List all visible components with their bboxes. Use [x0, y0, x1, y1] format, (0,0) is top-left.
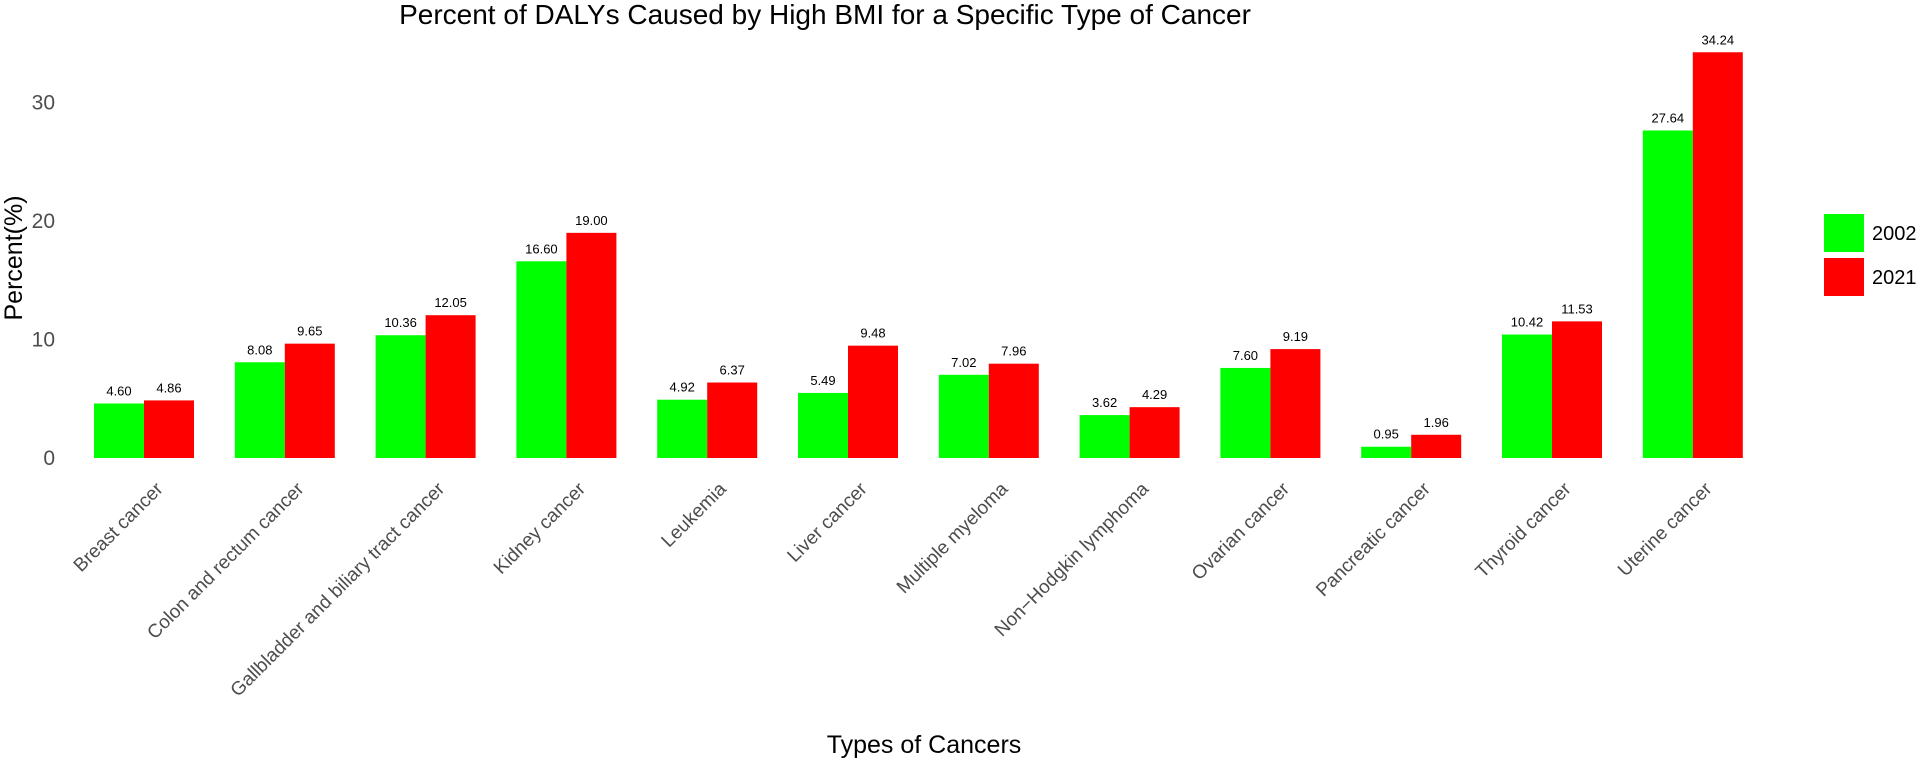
data-label-2002-3: 16.60	[525, 241, 558, 256]
x-tick-label-5: Liver cancer	[784, 478, 873, 567]
chart-title: Percent of DALYs Caused by High BMI for …	[399, 0, 1251, 30]
data-label-2021-0: 4.86	[156, 380, 181, 395]
data-label-2021-3: 19.00	[575, 213, 608, 228]
data-label-2002-2: 10.36	[384, 315, 417, 330]
x-tick-label-1: Colon and rectum cancer	[143, 478, 308, 643]
bar-2021-1	[284, 343, 335, 458]
bar-2002-9	[1361, 446, 1412, 458]
bar-2002-6	[938, 374, 989, 458]
y-tick-label-0: 0	[43, 447, 55, 470]
data-label-2021-6: 7.96	[1001, 344, 1026, 359]
data-label-2021-7: 4.29	[1142, 387, 1167, 402]
x-tick-label-7: Non−Hodgkin lymphoma	[991, 478, 1154, 641]
bar-2002-3	[516, 261, 567, 458]
data-label-2021-2: 12.05	[434, 295, 467, 310]
bar-2021-10	[1552, 321, 1602, 458]
bar-2021-0	[144, 400, 194, 458]
data-label-2021-11: 34.24	[1702, 32, 1735, 47]
bar-2021-6	[988, 363, 1039, 458]
data-label-2002-9: 0.95	[1374, 427, 1399, 442]
x-axis-title: Types of Cancers	[827, 731, 1022, 759]
bar-2002-7	[1079, 415, 1130, 458]
data-label-2002-5: 5.49	[810, 373, 835, 388]
bar-2002-2	[375, 335, 426, 458]
bar-2002-8	[1220, 367, 1271, 458]
data-label-2002-10: 10.42	[1511, 315, 1544, 330]
bar-2021-11	[1692, 52, 1743, 458]
y-axis-title: Percent(%)	[0, 195, 28, 320]
bar-2021-3	[566, 232, 617, 458]
data-label-2002-4: 4.92	[670, 380, 695, 395]
x-tick-label-3: Kidney cancer	[490, 478, 590, 578]
y-tick-label-30: 30	[32, 92, 55, 115]
legend-label-2021: 2021	[1872, 267, 1917, 289]
legend: 2002 2021	[1824, 214, 1917, 296]
bar-2021-8	[1270, 349, 1321, 458]
y-tick-label-20: 20	[32, 210, 55, 233]
y-tick-label-10: 10	[32, 329, 55, 352]
data-label-2002-1: 8.08	[247, 342, 272, 357]
x-tick-label-0: Breast cancer	[70, 478, 168, 576]
legend-swatch-2002	[1824, 214, 1864, 252]
legend-label-2002: 2002	[1872, 223, 1917, 245]
bar-2002-5	[798, 392, 848, 458]
bar-2021-9	[1411, 434, 1462, 458]
bar-2021-4	[707, 382, 758, 458]
bar-2021-7	[1129, 407, 1180, 458]
data-label-2021-8: 9.19	[1283, 329, 1308, 344]
x-tick-label-8: Ovarian cancer	[1188, 478, 1294, 584]
data-label-2021-1: 9.65	[297, 324, 322, 339]
data-label-2002-11: 27.64	[1652, 110, 1685, 125]
data-label-2021-9: 1.96	[1424, 415, 1449, 430]
x-tick-label-11: Uterine cancer	[1614, 478, 1717, 581]
legend-swatch-2021	[1824, 258, 1864, 296]
x-tick-label-6: Multiple myeloma	[893, 478, 1013, 598]
data-label-2002-0: 4.60	[106, 383, 131, 398]
bars-group	[94, 52, 1743, 458]
data-label-2002-8: 7.60	[1233, 348, 1258, 363]
data-label-2002-7: 3.62	[1092, 395, 1117, 410]
x-tick-label-9: Pancreatic cancer	[1312, 478, 1435, 601]
bar-2002-10	[1502, 334, 1552, 458]
bar-2002-1	[234, 362, 285, 458]
x-tick-label-4: Leukemia	[658, 478, 731, 551]
x-tick-label-10: Thyroid cancer	[1472, 478, 1576, 582]
data-label-2021-10: 11.53	[1561, 301, 1593, 316]
data-label-2021-5: 9.48	[860, 326, 885, 341]
data-label-2002-6: 7.02	[951, 355, 976, 370]
bar-2021-2	[425, 315, 476, 458]
bar-2002-11	[1642, 130, 1693, 458]
data-label-2021-4: 6.37	[720, 363, 745, 378]
bar-2002-4	[657, 399, 708, 458]
data-labels-group: 4.60 4.86 8.08 9.65 10.36 12.05 16.60 19.00 4.92…	[106, 32, 1734, 441]
bar-2002-0	[94, 403, 144, 458]
y-axis-ticks: 0 10 20 30	[32, 92, 55, 471]
bar-2021-5	[848, 345, 898, 458]
